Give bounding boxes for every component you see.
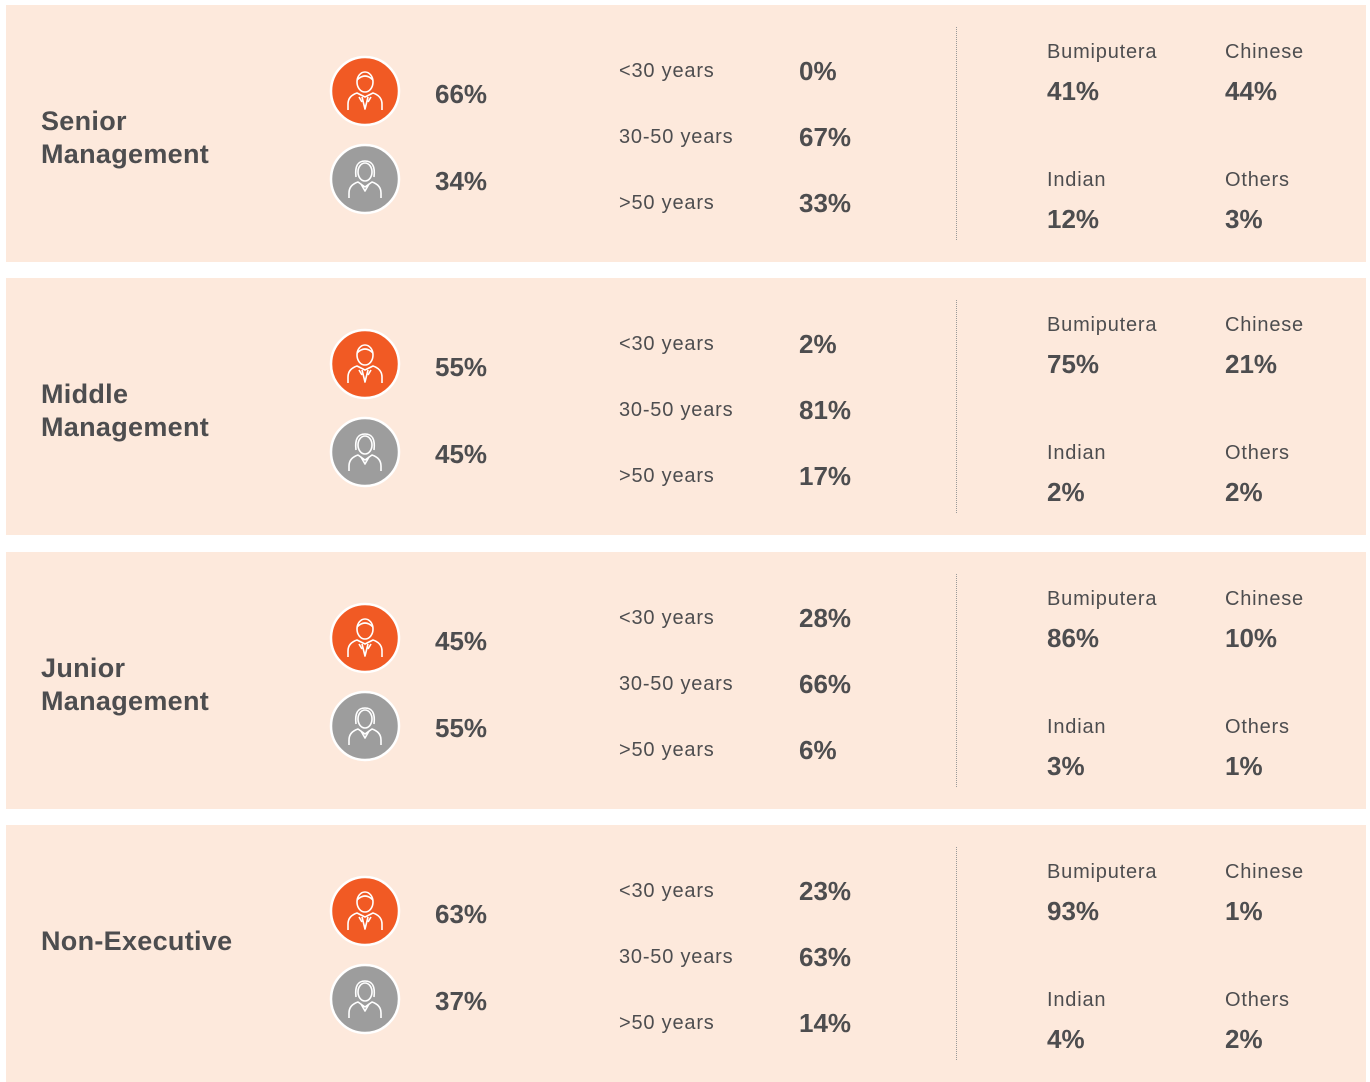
row-label: Senior Management [41, 106, 210, 169]
row-panel: Junior Management 45% 55% <30 years 28% 30-5… [6, 552, 1366, 809]
age-label: <30 years [619, 60, 715, 82]
age-value: 0% [799, 56, 837, 86]
age-value: 28% [799, 603, 852, 633]
male-icon [329, 602, 401, 674]
ethnicity-value: 3% [1047, 751, 1085, 781]
age-value: 63% [799, 942, 852, 972]
ethnicity-label: Others [1225, 442, 1290, 464]
female-percent: 45% [435, 439, 488, 469]
age-label: >50 years [619, 1012, 715, 1034]
ethnicity-label: Chinese [1225, 588, 1304, 610]
ethnicity-label: Bumiputera [1047, 861, 1158, 883]
age-label: 30-50 years [619, 399, 734, 421]
ethnicity-label: Bumiputera [1047, 314, 1158, 336]
age-value: 23% [799, 876, 852, 906]
ethnicity-label: Chinese [1225, 41, 1304, 63]
male-icon [329, 55, 401, 127]
divider [956, 300, 957, 513]
age-label: <30 years [619, 333, 715, 355]
female-icon [329, 963, 401, 1035]
ethnicity-value: 41% [1047, 76, 1100, 106]
divider [956, 847, 957, 1060]
row-label: Middle Management [41, 379, 210, 442]
age-value: 2% [799, 329, 837, 359]
row-panel: Senior Management 66% 34% <30 years 0% 30-50… [6, 5, 1366, 262]
age-label: <30 years [619, 880, 715, 902]
female-icon [329, 416, 401, 488]
female-percent: 34% [435, 166, 488, 196]
female-icon [329, 143, 401, 215]
ethnicity-label: Others [1225, 169, 1290, 191]
row-label: Junior Management [41, 653, 210, 716]
age-value: 33% [799, 188, 852, 218]
ethnicity-value: 10% [1225, 623, 1278, 653]
male-percent: 45% [435, 626, 488, 656]
male-percent: 66% [435, 79, 488, 109]
ethnicity-value: 21% [1225, 349, 1278, 379]
row-label: Non-Executive [41, 926, 233, 956]
ethnicity-value: 3% [1225, 204, 1263, 234]
ethnicity-value: 93% [1047, 896, 1100, 926]
ethnicity-value: 1% [1225, 896, 1263, 926]
row-panel: Non-Executive 63% 37% <30 years 23% 30-50 ye… [6, 825, 1366, 1082]
age-label: 30-50 years [619, 126, 734, 148]
ethnicity-label: Others [1225, 989, 1290, 1011]
ethnicity-label: Indian [1047, 716, 1107, 738]
age-value: 66% [799, 669, 852, 699]
age-label: 30-50 years [619, 673, 734, 695]
male-icon [329, 875, 401, 947]
age-value: 67% [799, 122, 852, 152]
age-value: 14% [799, 1008, 852, 1038]
age-label: >50 years [619, 739, 715, 761]
male-icon [329, 328, 401, 400]
female-percent: 37% [435, 986, 488, 1016]
row-panel: Middle Management 55% 45% <30 years 2% 30-50… [6, 278, 1366, 535]
age-label: >50 years [619, 465, 715, 487]
ethnicity-label: Chinese [1225, 861, 1304, 883]
ethnicity-value: 2% [1225, 477, 1263, 507]
ethnicity-value: 44% [1225, 76, 1278, 106]
ethnicity-label: Bumiputera [1047, 41, 1158, 63]
ethnicity-value: 2% [1047, 477, 1085, 507]
ethnicity-value: 4% [1047, 1024, 1085, 1054]
ethnicity-value: 86% [1047, 623, 1100, 653]
age-value: 6% [799, 735, 837, 765]
male-percent: 63% [435, 899, 488, 929]
age-label: <30 years [619, 607, 715, 629]
ethnicity-label: Indian [1047, 169, 1107, 191]
age-label: 30-50 years [619, 946, 734, 968]
ethnicity-label: Indian [1047, 442, 1107, 464]
ethnicity-value: 2% [1225, 1024, 1263, 1054]
female-percent: 55% [435, 713, 488, 743]
divider [956, 27, 957, 240]
female-icon [329, 690, 401, 762]
age-value: 81% [799, 395, 852, 425]
ethnicity-value: 12% [1047, 204, 1100, 234]
male-percent: 55% [435, 352, 488, 382]
ethnicity-label: Bumiputera [1047, 588, 1158, 610]
age-label: >50 years [619, 192, 715, 214]
ethnicity-label: Others [1225, 716, 1290, 738]
age-value: 17% [799, 461, 852, 491]
ethnicity-value: 1% [1225, 751, 1263, 781]
divider [956, 574, 957, 787]
ethnicity-value: 75% [1047, 349, 1100, 379]
ethnicity-label: Indian [1047, 989, 1107, 1011]
ethnicity-label: Chinese [1225, 314, 1304, 336]
